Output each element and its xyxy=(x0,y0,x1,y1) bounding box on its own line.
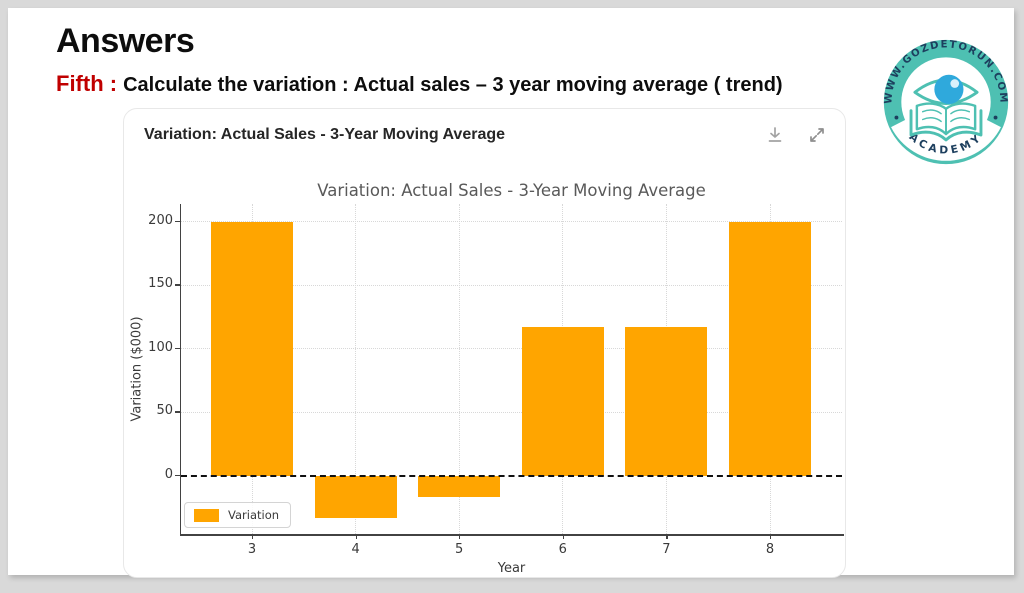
y-tick-label: 0 xyxy=(164,466,173,482)
expand-icon[interactable] xyxy=(807,125,827,145)
academy-logo: WWW.GOZDETORUN.COM ACADEMY xyxy=(878,34,1014,170)
bar-year-4 xyxy=(314,475,397,518)
x-tick-label: 3 xyxy=(247,542,257,557)
x-tick xyxy=(562,534,565,539)
bar-year-7 xyxy=(625,327,708,476)
y-tick-label: 150 xyxy=(148,276,173,292)
y-tick xyxy=(175,221,180,223)
bar-chart: Variation: Actual Sales - 3-Year Moving … xyxy=(124,109,847,579)
y-tick xyxy=(175,347,180,350)
h-gridline xyxy=(181,348,842,350)
y-tick-label: 100 xyxy=(148,339,173,355)
h-gridline xyxy=(181,221,842,223)
question-label: Fifth : xyxy=(56,71,118,96)
y-axis xyxy=(179,204,181,535)
h-gridline xyxy=(181,411,842,413)
x-tick xyxy=(355,534,357,539)
y-axis-label: Variation ($000) xyxy=(129,316,145,422)
zero-line xyxy=(181,474,842,477)
x-tick-label: 5 xyxy=(455,542,464,557)
x-tick-label: 4 xyxy=(351,542,360,557)
legend-label: Variation xyxy=(228,508,280,522)
x-axis-label: Year xyxy=(497,561,526,576)
x-tick-label: 7 xyxy=(662,542,671,557)
x-tick-label: 6 xyxy=(558,542,567,557)
bar-year-5 xyxy=(418,475,501,497)
y-tick-label: 200 xyxy=(148,212,173,228)
bar-year-3 xyxy=(211,221,293,476)
card-title: Variation: Actual Sales - 3-Year Moving … xyxy=(144,126,506,143)
y-tick xyxy=(175,284,180,286)
y-tick-label: 50 xyxy=(156,403,173,419)
chart-card: Variation: Actual Sales - 3-Year Moving … xyxy=(123,108,846,578)
academy-logo-icon: WWW.GOZDETORUN.COM ACADEMY xyxy=(880,36,1012,168)
chart-title: Variation: Actual Sales - 3-Year Moving … xyxy=(317,181,706,200)
legend-swatch xyxy=(194,508,219,522)
x-tick-label: 8 xyxy=(765,542,775,557)
legend: Variation xyxy=(184,502,292,528)
x-tick xyxy=(459,534,461,539)
x-tick xyxy=(666,534,668,539)
download-icon[interactable] xyxy=(765,125,785,145)
v-gridline xyxy=(355,204,357,534)
question-line: Fifth : Calculate the variation : Actual … xyxy=(56,71,783,97)
logo-banner xyxy=(891,119,1001,161)
h-gridline xyxy=(181,284,842,286)
question-text: Calculate the variation : Actual sales –… xyxy=(123,74,783,96)
page-title: Answers xyxy=(56,22,195,60)
x-tick xyxy=(252,534,254,539)
eye-book-icon xyxy=(909,74,983,142)
bar-year-6 xyxy=(521,327,604,476)
v-gridline xyxy=(458,204,460,534)
card-actions xyxy=(765,125,827,145)
slide: Answers Fifth : Calculate the variation :… xyxy=(8,8,1014,578)
y-tick xyxy=(175,411,180,413)
x-axis xyxy=(179,534,844,536)
bar-year-8 xyxy=(729,221,811,476)
x-tick xyxy=(770,534,772,539)
y-tick xyxy=(175,474,180,477)
